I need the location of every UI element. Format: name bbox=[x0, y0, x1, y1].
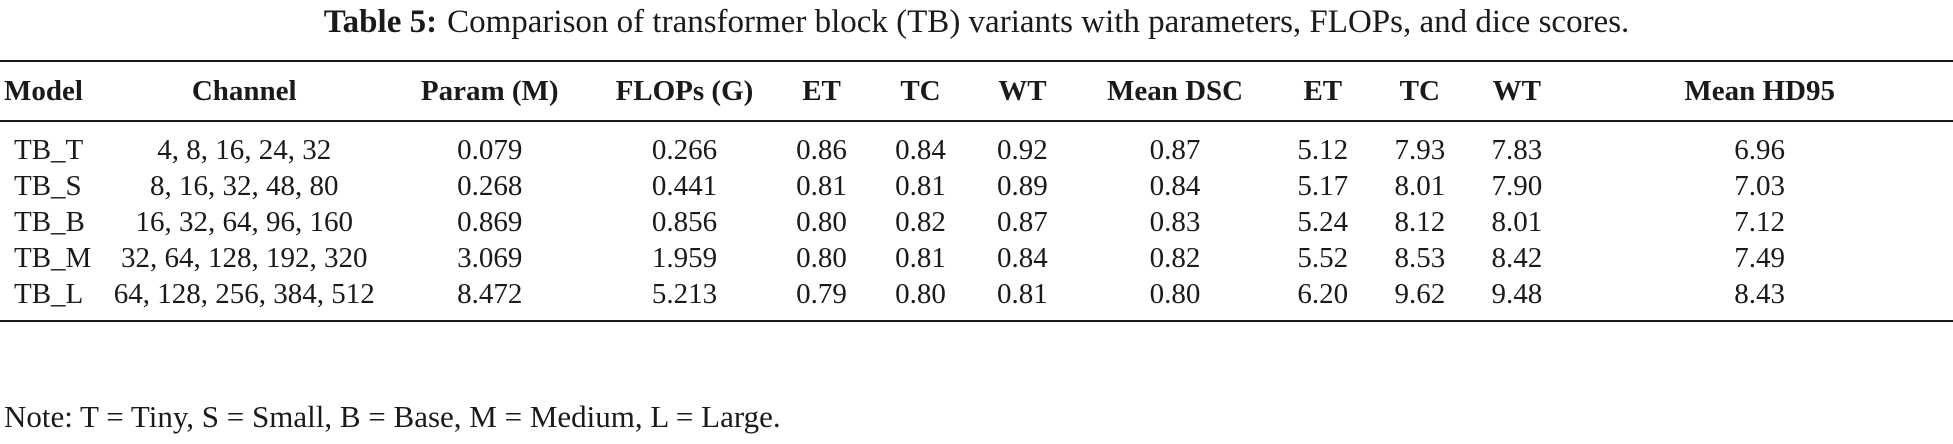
cell-channel: 8, 16, 32, 48, 80 bbox=[149, 169, 339, 202]
caption-text: Comparison of transformer block (TB) var… bbox=[447, 4, 1630, 40]
cell-hd-et: 5.52 bbox=[1297, 241, 1349, 274]
cell-model: TB_L bbox=[14, 277, 84, 310]
cell-param: 0.869 bbox=[457, 205, 523, 238]
cell-hd-et: 5.12 bbox=[1297, 133, 1349, 166]
cell-mean-hd95: 7.03 bbox=[1734, 169, 1786, 202]
table-header-row: Model Channel Param (M) FLOPs (G) ET TC … bbox=[0, 61, 1953, 121]
cell-channel: 16, 32, 64, 96, 160 bbox=[135, 205, 353, 238]
table-note: Note: T = Tiny, S = Small, B = Base, M =… bbox=[4, 399, 781, 434]
header-hd-wt: WT bbox=[1492, 74, 1541, 107]
cell-mean-dsc: 0.82 bbox=[1149, 241, 1201, 274]
table-row: TB_M 32, 64, 128, 192, 320 3.069 1.959 0… bbox=[0, 240, 1953, 276]
cell-channel: 32, 64, 128, 192, 320 bbox=[120, 241, 368, 274]
cell-model: TB_B bbox=[14, 205, 85, 238]
cell-hd-tc: 9.62 bbox=[1394, 277, 1446, 310]
cell-hd-tc: 7.93 bbox=[1394, 133, 1446, 166]
cell-hd-wt: 8.01 bbox=[1491, 205, 1543, 238]
cell-model: TB_T bbox=[14, 133, 84, 166]
header-dsc-tc: TC bbox=[900, 74, 941, 107]
cell-flops: 1.959 bbox=[651, 241, 718, 274]
header-model: Model bbox=[4, 74, 83, 107]
header-dsc-wt: WT bbox=[998, 74, 1047, 107]
cell-dsc-tc: 0.82 bbox=[895, 205, 946, 238]
cell-model: TB_S bbox=[14, 169, 82, 202]
cell-mean-dsc: 0.80 bbox=[1149, 277, 1201, 310]
cell-dsc-et: 0.80 bbox=[796, 241, 847, 274]
cell-hd-wt: 8.42 bbox=[1491, 241, 1543, 274]
header-flops: FLOPs (G) bbox=[615, 74, 754, 107]
cell-dsc-wt: 0.81 bbox=[997, 277, 1048, 310]
cell-channel: 64, 128, 256, 384, 512 bbox=[113, 277, 375, 310]
cell-flops: 0.266 bbox=[651, 133, 718, 166]
header-mean-hd95: Mean HD95 bbox=[1684, 74, 1835, 107]
cell-dsc-tc: 0.84 bbox=[895, 133, 946, 166]
header-channel: Channel bbox=[191, 74, 297, 107]
header-hd-tc: TC bbox=[1399, 74, 1440, 107]
header-dsc-et: ET bbox=[802, 74, 841, 107]
cell-param: 8.472 bbox=[457, 277, 523, 310]
cell-mean-dsc: 0.87 bbox=[1149, 133, 1201, 166]
table-caption: Table 5: Comparison of transformer block … bbox=[0, 0, 1953, 44]
cell-dsc-wt: 0.84 bbox=[997, 241, 1048, 274]
cell-dsc-tc: 0.80 bbox=[895, 277, 946, 310]
cell-channel: 4, 8, 16, 24, 32 bbox=[157, 133, 332, 166]
cell-hd-et: 5.24 bbox=[1297, 205, 1349, 238]
cell-dsc-et: 0.81 bbox=[796, 169, 847, 202]
comparison-table: Model Channel Param (M) FLOPs (G) ET TC … bbox=[0, 60, 1953, 322]
cell-dsc-et: 0.79 bbox=[796, 277, 847, 310]
cell-dsc-tc: 0.81 bbox=[895, 241, 946, 274]
cell-hd-et: 5.17 bbox=[1297, 169, 1349, 202]
cell-param: 0.268 bbox=[457, 169, 523, 202]
cell-dsc-et: 0.86 bbox=[796, 133, 847, 166]
caption-label: Table 5: bbox=[323, 4, 438, 40]
cell-param: 0.079 bbox=[457, 133, 523, 166]
cell-dsc-et: 0.80 bbox=[796, 205, 847, 238]
cell-mean-hd95: 6.96 bbox=[1734, 133, 1786, 166]
table-row: TB_T 4, 8, 16, 24, 32 0.079 0.266 0.86 0… bbox=[0, 121, 1953, 168]
cell-mean-dsc: 0.83 bbox=[1149, 205, 1201, 238]
cell-mean-dsc: 0.84 bbox=[1149, 169, 1201, 202]
cell-hd-wt: 7.83 bbox=[1491, 133, 1543, 166]
cell-mean-hd95: 7.12 bbox=[1734, 205, 1786, 238]
cell-hd-tc: 8.12 bbox=[1394, 205, 1446, 238]
cell-param: 3.069 bbox=[457, 241, 523, 274]
cell-hd-tc: 8.01 bbox=[1394, 169, 1446, 202]
table-row: TB_L 64, 128, 256, 384, 512 8.472 5.213 … bbox=[0, 276, 1953, 321]
cell-flops: 0.856 bbox=[651, 205, 718, 238]
header-mean-dsc: Mean DSC bbox=[1106, 74, 1244, 107]
cell-mean-hd95: 7.49 bbox=[1734, 241, 1786, 274]
cell-flops: 5.213 bbox=[651, 277, 718, 310]
cell-hd-et: 6.20 bbox=[1297, 277, 1349, 310]
cell-hd-wt: 7.90 bbox=[1491, 169, 1543, 202]
cell-flops: 0.441 bbox=[651, 169, 718, 202]
cell-dsc-tc: 0.81 bbox=[895, 169, 946, 202]
header-hd-et: ET bbox=[1303, 74, 1343, 107]
cell-dsc-wt: 0.92 bbox=[997, 133, 1048, 166]
cell-dsc-wt: 0.87 bbox=[997, 205, 1048, 238]
cell-hd-tc: 8.53 bbox=[1394, 241, 1446, 274]
cell-hd-wt: 9.48 bbox=[1491, 277, 1543, 310]
cell-mean-hd95: 8.43 bbox=[1734, 277, 1786, 310]
cell-model: TB_M bbox=[14, 241, 92, 274]
table-row: TB_B 16, 32, 64, 96, 160 0.869 0.856 0.8… bbox=[0, 204, 1953, 240]
table-row: TB_S 8, 16, 32, 48, 80 0.268 0.441 0.81 … bbox=[0, 168, 1953, 204]
cell-dsc-wt: 0.89 bbox=[997, 169, 1048, 202]
header-param: Param (M) bbox=[420, 74, 559, 107]
